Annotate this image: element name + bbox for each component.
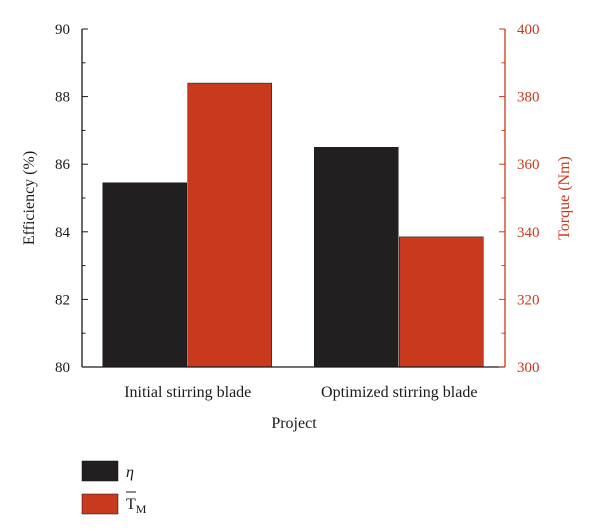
- y-left-tick-label: 88: [55, 90, 70, 106]
- legend-label-torque: TM: [126, 496, 147, 516]
- y-right-tick-label: 360: [517, 157, 540, 173]
- y-left-tick-label: 90: [55, 22, 70, 38]
- y-axis-right-title: Torque (Nm): [556, 156, 573, 240]
- y-left-tick-label: 86: [55, 157, 71, 173]
- y-axis-left-title: Efficiency (%): [21, 151, 38, 245]
- labels-group: Efficiency (%) Torque (Nm) Project Initi…: [21, 151, 573, 432]
- bar-efficiency-1: [314, 147, 399, 368]
- y-right-tick-label: 300: [517, 360, 540, 376]
- ticks-group: 80 82 84 86 88 90 300 320 340 360 380 400: [55, 22, 540, 376]
- category-label-1: Optimized stirring blade: [321, 384, 477, 401]
- bar-torque-0: [187, 82, 272, 368]
- bar-efficiency-0: [102, 182, 187, 368]
- bar-torque-1: [399, 236, 484, 368]
- legend: η TM: [81, 460, 147, 516]
- y-left-tick-label: 82: [55, 292, 70, 308]
- y-left-tick-label: 80: [55, 360, 70, 376]
- y-right-tick-label: 320: [517, 292, 540, 308]
- y-right-tick-label: 340: [517, 225, 540, 241]
- bars-group: [102, 82, 484, 368]
- x-axis-title: Project: [271, 415, 317, 432]
- legend-swatch-0: [81, 460, 119, 482]
- y-right-tick-label: 380: [517, 90, 540, 106]
- legend-label-eta: η: [126, 464, 134, 481]
- legend-swatch-1: [81, 493, 119, 515]
- y-right-tick-label: 400: [517, 22, 540, 38]
- y-left-tick-label: 84: [55, 225, 71, 241]
- category-label-0: Initial stirring blade: [124, 384, 251, 401]
- legend-subscript: M: [136, 502, 147, 516]
